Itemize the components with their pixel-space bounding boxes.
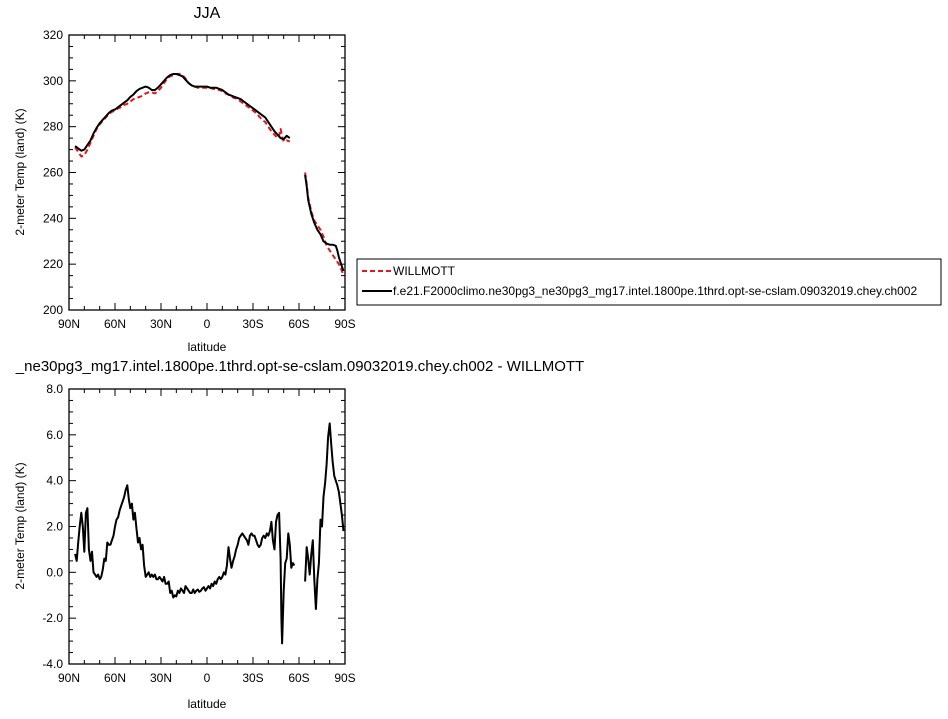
- top-y-tick-label: 320: [43, 28, 63, 42]
- top-x-tick-label: 30S: [242, 317, 263, 331]
- top-y-tick-label: 280: [43, 120, 63, 134]
- bottom-x-tick-label: 30S: [242, 671, 263, 685]
- top-y-tick-label: 220: [43, 257, 63, 271]
- top-x-tick-label: 90N: [58, 317, 80, 331]
- bottom-y-tick-label: -2.0: [42, 611, 63, 625]
- top-plot-frame: [68, 34, 346, 311]
- bottom-ticks: 90N 60N 30N 0 30S 60S 90S -4.0 -2.0 0.0 2.0 4.0 6.0 8…: [42, 382, 355, 685]
- bottom-x-axis-label: latitude: [188, 697, 227, 711]
- bottom-x-tick-label: 60S: [288, 671, 309, 685]
- bottom-panel: _ne30pg3_mg17.intel.1800pe.1thrd.opt-se-…: [13, 358, 584, 711]
- legend: WILLMOTT f.e21.F2000climo.ne30pg3_ne30pg…: [356, 258, 942, 306]
- top-y-tick-label: 240: [43, 211, 63, 225]
- bottom-y-axis-label: 2-meter Temp (land) (K): [13, 462, 27, 589]
- bottom-x-tick-label: 90N: [58, 671, 80, 685]
- bottom-panel-title: _ne30pg3_mg17.intel.1800pe.1thrd.opt-se-…: [15, 358, 584, 375]
- top-y-axis-label: 2-meter Temp (land) (K): [13, 108, 27, 235]
- legend-label-model: f.e21.F2000climo.ne30pg3_ne30pg3_mg17.in…: [393, 284, 917, 298]
- top-x-axis-label: latitude: [188, 340, 227, 354]
- top-panel: JJA 90N 60N 30N 0 30S 60S 90S 200 220 240 260 280 30…: [13, 5, 356, 354]
- top-series-lines: [74, 73, 345, 276]
- top-y-tick-label: 260: [43, 166, 63, 180]
- bottom-x-tick-label: 0: [204, 671, 211, 685]
- top-y-tick-label: 300: [43, 74, 63, 88]
- top-x-tick-label: 60S: [288, 317, 309, 331]
- bottom-x-tick-label: 30N: [150, 671, 172, 685]
- top-series-1-line: [74, 73, 291, 152]
- top-x-tick-label: 90S: [334, 317, 355, 331]
- top-ticks: 90N 60N 30N 0 30S 60S 90S 200 220 240 260 280 300 320: [43, 28, 356, 331]
- top-series-0-line: [304, 172, 345, 276]
- bottom-x-tick-label: 90S: [334, 671, 355, 685]
- bottom-x-tick-label: 60N: [104, 671, 126, 685]
- top-x-tick-label: 30N: [150, 317, 172, 331]
- bottom-y-tick-label: -4.0: [42, 657, 63, 671]
- top-series-1-line: [304, 174, 345, 272]
- bottom-y-tick-label: 8.0: [46, 382, 63, 396]
- top-y-tick-label: 200: [43, 303, 63, 317]
- bottom-y-tick-label: 4.0: [46, 474, 63, 488]
- bottom-y-tick-label: 6.0: [46, 428, 63, 442]
- legend-box: [356, 258, 942, 306]
- bottom-series-0-line: [74, 484, 296, 645]
- bottom-y-tick-label: 0.0: [46, 565, 63, 579]
- bottom-plot-frame: [68, 388, 346, 665]
- bottom-y-tick-label: 2.0: [46, 520, 63, 534]
- bottom-series-0-line: [304, 422, 345, 610]
- bottom-series-lines: [74, 422, 345, 645]
- top-x-tick-label: 60N: [104, 317, 126, 331]
- legend-label-willmott: WILLMOTT: [393, 264, 456, 278]
- top-x-tick-label: 0: [204, 317, 211, 331]
- top-panel-title: JJA: [194, 5, 221, 22]
